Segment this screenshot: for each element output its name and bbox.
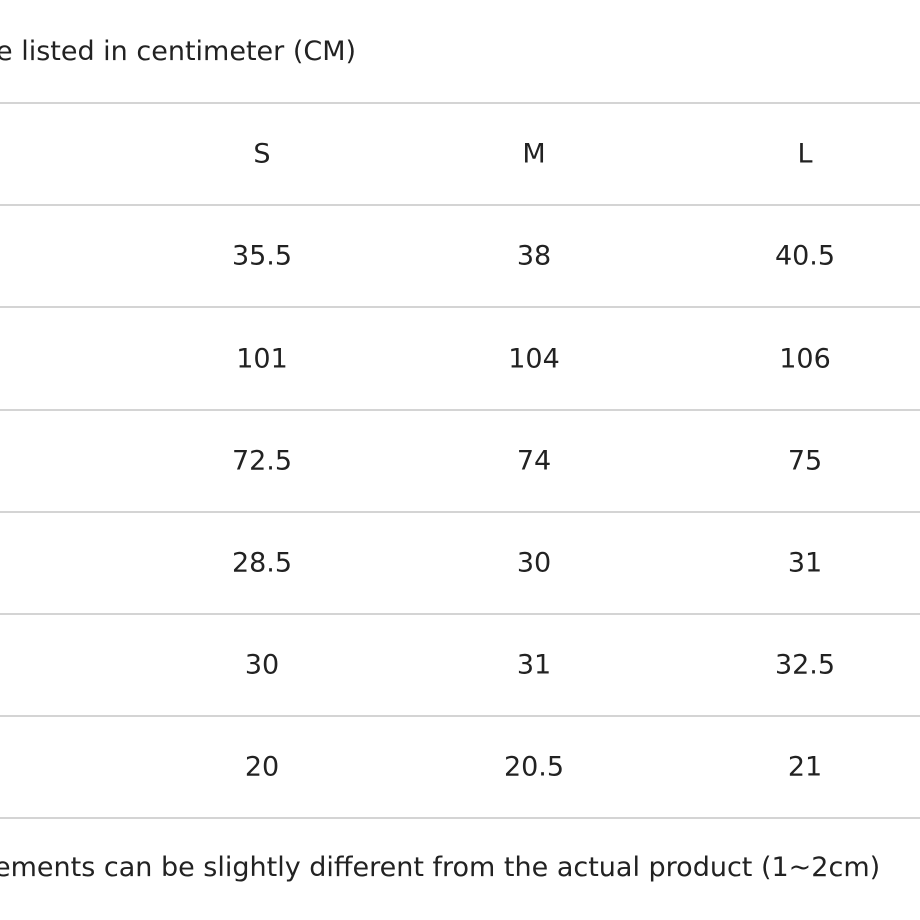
row-divider <box>0 204 920 207</box>
header-cell: L <box>797 138 813 170</box>
unit-note: e listed in centimeter (CM) <box>0 36 357 67</box>
table-cell: 104 <box>508 343 560 374</box>
table-cell: 40.5 <box>774 240 836 272</box>
table-cell: 30 <box>244 649 280 681</box>
row-divider <box>0 408 920 411</box>
table-cell: 74 <box>516 445 552 477</box>
table-cell: 21 <box>787 751 823 783</box>
row-divider <box>0 306 920 309</box>
table-cell: 20.5 <box>503 751 565 783</box>
header-cell: M <box>522 138 546 170</box>
table-cell: 30 <box>516 547 552 579</box>
row-divider <box>0 715 920 718</box>
header-cell: S <box>253 138 271 170</box>
table-cell: 20 <box>244 751 280 783</box>
row-divider <box>0 102 920 104</box>
row-divider <box>0 510 920 513</box>
table-cell: 72.5 <box>231 445 293 477</box>
table-cell: 35.5 <box>231 240 293 272</box>
table-cell: 38 <box>516 240 552 272</box>
table-cell: 106 <box>779 343 831 374</box>
table-cell: 31 <box>787 547 823 579</box>
disclaimer: ements can be slightly different from th… <box>0 852 881 883</box>
row-divider <box>0 817 920 820</box>
table-cell: 32.5 <box>774 649 836 681</box>
table-cell: 101 <box>236 343 288 374</box>
table-cell: 75 <box>787 445 823 477</box>
table-cell: 31 <box>516 649 552 681</box>
table-cell: 28.5 <box>231 547 293 579</box>
row-divider <box>0 613 920 615</box>
